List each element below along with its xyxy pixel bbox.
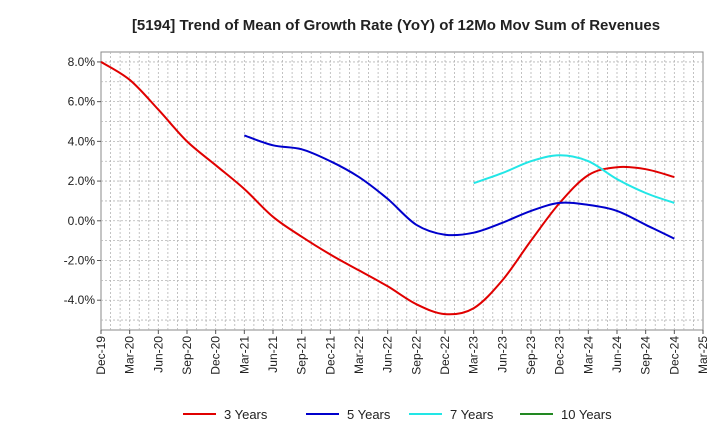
chart-title: [5194] Trend of Mean of Growth Rate (YoY… [132,17,660,34]
x-tick-label: Dec-22 [438,336,452,375]
x-tick-label: Sep-22 [409,336,423,375]
x-tick-label: Jun-23 [495,336,509,373]
y-tick-label: 0.0% [68,214,96,228]
series-line-7-years [473,154,675,204]
x-tick-label: Sep-21 [295,336,309,375]
legend-label: 3 Years [224,407,268,422]
legend: 3 Years 5 Years 7 Years 10 Years [183,407,612,422]
legend-label: 5 Years [347,407,391,422]
x-tick-label: Dec-20 [209,336,223,375]
x-tick-label: Mar-21 [237,336,251,374]
x-tick-label: Jun-22 [381,336,395,373]
legend-label: 7 Years [450,407,494,422]
x-tick-label: Mar-24 [581,336,595,374]
x-tick-label: Dec-21 [323,336,337,375]
gridlines [101,52,703,330]
x-tick-label: Mar-23 [467,336,481,374]
plot-area [100,51,704,331]
x-axis-ticks: Dec-19 Mar-20 Jun-20 Sep-20 Dec-20 Mar-21 Jun-… [94,330,710,375]
y-tick-label: 6.0% [68,95,96,109]
x-tick-label: Dec-24 [667,336,681,375]
x-tick-label: Jun-24 [610,336,624,373]
x-tick-label: Jun-21 [266,336,280,373]
x-tick-label: Jun-20 [151,336,165,373]
x-tick-label: Sep-23 [524,336,538,375]
x-tick-label: Mar-25 [696,336,710,374]
x-tick-label: Mar-20 [123,336,137,374]
y-tick-label: 8.0% [68,55,96,69]
x-tick-label: Sep-24 [639,336,653,375]
x-tick-label: Dec-23 [553,336,567,375]
y-tick-label: 4.0% [68,134,96,148]
x-tick-label: Mar-22 [352,336,366,374]
series-lines [100,61,675,316]
x-tick-label: Dec-19 [94,336,108,375]
y-tick-label: 2.0% [68,174,96,188]
series-line-5-years [243,134,675,240]
series-line-3-years [100,61,675,316]
legend-label: 10 Years [561,407,612,422]
x-tick-label: Sep-20 [180,336,194,375]
y-tick-label: -2.0% [64,254,96,268]
y-tick-label: -4.0% [64,293,96,307]
y-axis-ticks: 8.0% 6.0% 4.0% 2.0% 0.0% -2.0% -4.0% [64,55,101,307]
